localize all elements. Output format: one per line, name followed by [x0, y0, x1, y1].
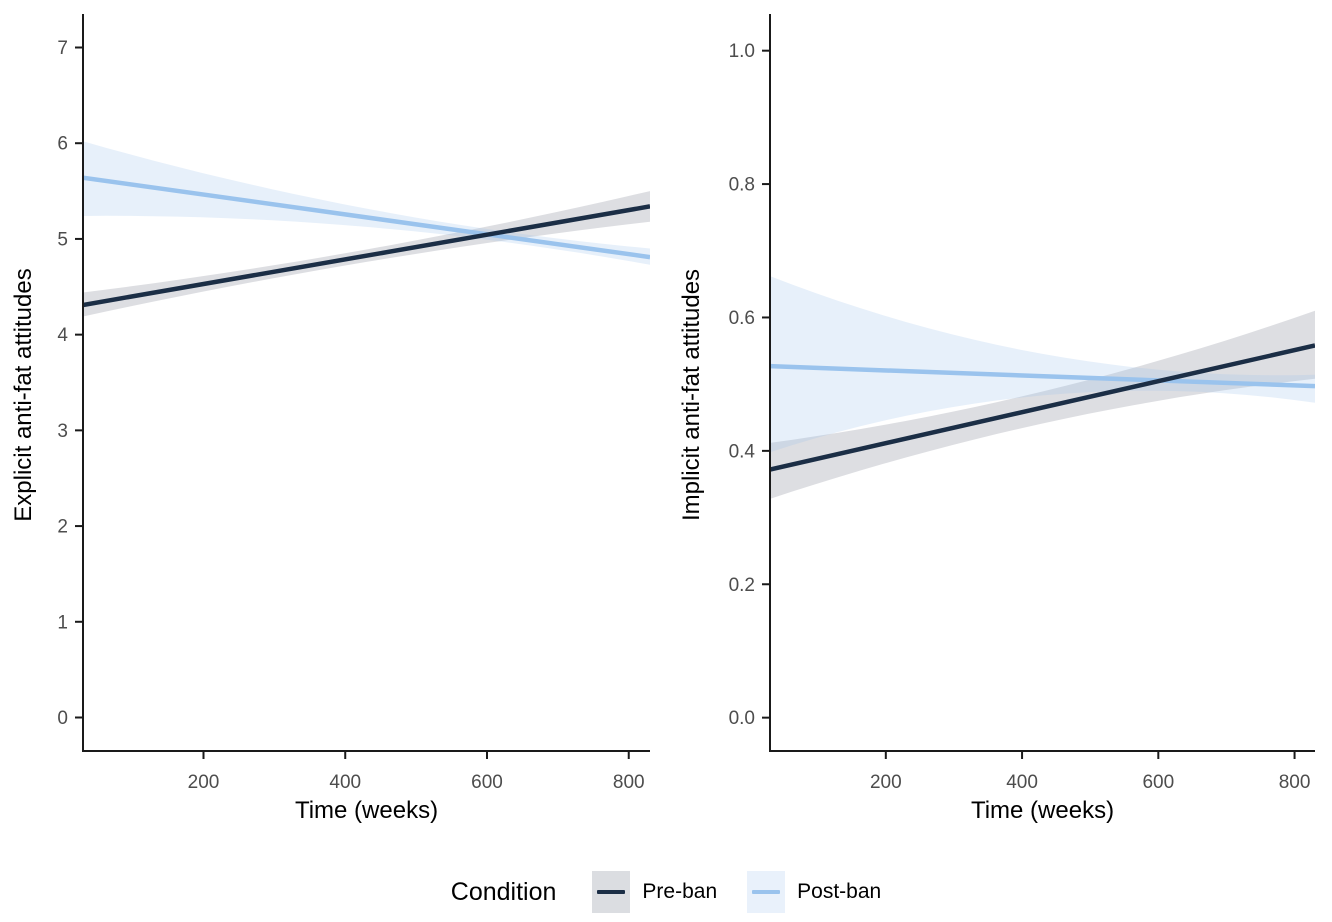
x-tick-label: 800	[1279, 772, 1311, 793]
plots-canvas: 0 1 2 3 4 5 6 7 200 400 600 800 0.0 0.2 0.4 0.6 0.8 1.0 20…	[57, 14, 1315, 793]
y-tick-label: 1	[57, 612, 68, 633]
trend-line-post-ban	[83, 175, 650, 260]
y-tick-label: 4	[57, 325, 68, 346]
legend-item-post-ban: Post-ban	[747, 871, 881, 913]
y-tick-label: 3	[57, 421, 68, 442]
x-tick-label: 400	[1006, 772, 1038, 793]
x-tick-label: 600	[471, 772, 503, 793]
trend-line-pre-ban	[770, 343, 1315, 472]
y-tick-label: 0.8	[729, 175, 755, 196]
y-tick-label: 5	[57, 229, 68, 250]
x-tick-label: 600	[1142, 772, 1174, 793]
x-axis-ticks: 200 400 600 800	[870, 751, 1310, 793]
legend-item-pre-ban: Pre-ban	[592, 871, 717, 913]
post-ban-line-swatch	[752, 890, 781, 894]
y-tick-label: 6	[57, 134, 68, 155]
ci-ribbon-post-ban	[83, 141, 650, 265]
y-tick-label: 2	[57, 517, 68, 538]
legend-key-post-ban-icon	[747, 871, 786, 913]
panel-implicit: 0.0 0.2 0.4 0.6 0.8 1.0 200 400 600 800	[729, 14, 1315, 793]
x-axis-ticks: 200 400 600 800	[188, 751, 645, 793]
legend-title: Condition	[450, 877, 557, 906]
legend-label-post-ban: Post-ban	[797, 880, 882, 903]
x-axis-title-explicit: Time (weeks)	[294, 797, 439, 824]
y-tick-label: 7	[57, 38, 68, 59]
legend: Condition Pre-ban Post-ban	[0, 862, 1332, 922]
y-axis-title-implicit: Implicit anti-fat attitudes	[678, 268, 705, 522]
y-tick-label: 0.4	[729, 441, 756, 462]
y-tick-label: 0.2	[729, 575, 755, 596]
x-tick-label: 400	[329, 772, 361, 793]
x-tick-label: 800	[613, 772, 645, 793]
pre-ban-line-swatch	[597, 890, 626, 894]
legend-key-pre-ban-icon	[592, 871, 631, 913]
x-tick-label: 200	[870, 772, 902, 793]
y-axis-title-explicit: Explicit anti-fat attitudes	[10, 268, 37, 522]
ci-ribbon-pre-ban	[770, 310, 1315, 499]
panel-explicit: 0 1 2 3 4 5 6 7 200 400 600 800	[57, 14, 650, 793]
legend-label-pre-ban: Pre-ban	[642, 880, 718, 903]
trend-line-pre-ban	[83, 204, 650, 308]
y-axis-ticks: 0.0 0.2 0.4 0.6 0.8 1.0	[729, 41, 770, 729]
y-tick-label: 0.0	[729, 708, 755, 729]
y-tick-label: 0.6	[729, 308, 755, 329]
y-tick-label: 1.0	[729, 41, 755, 62]
x-axis-title-implicit: Time (weeks)	[970, 797, 1115, 824]
y-axis-ticks: 0 1 2 3 4 5 6 7	[57, 38, 83, 729]
trend-line-post-ban	[770, 363, 1315, 389]
ci-ribbon-post-ban	[770, 276, 1315, 453]
y-tick-label: 0	[57, 708, 68, 729]
x-tick-label: 200	[188, 772, 220, 793]
